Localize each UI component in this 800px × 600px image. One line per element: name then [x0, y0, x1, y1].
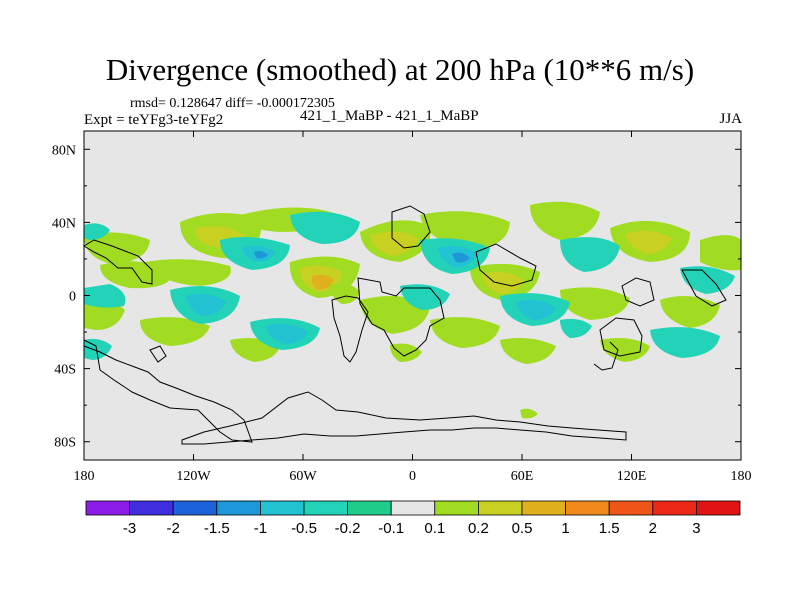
y-tick-label: 40N: [52, 216, 76, 231]
field-positive: [560, 287, 630, 320]
field-positive: [700, 235, 741, 271]
field-positive: [530, 201, 600, 240]
colorbar-swatch: [477, 500, 523, 516]
field-positive: [370, 231, 418, 256]
field-negative: [650, 327, 720, 358]
x-tick-label: 180: [74, 469, 95, 484]
colorbar-label: -1: [254, 520, 267, 537]
colorbar-label: -1.5: [204, 520, 230, 537]
field-negative: [290, 211, 360, 244]
field-negative: [254, 251, 268, 259]
colorbar-label: 2: [649, 520, 657, 537]
field-positive: [390, 343, 422, 362]
field-negative: [186, 294, 226, 316]
field-negative: [400, 284, 450, 310]
field-positive: [625, 230, 672, 254]
colorbar: -3 -2 -1.5 -1 -0.5 -0.2 -0.1 0.1 0.2 0.5 1 1.5 2 3: [85, 500, 741, 537]
field-positive: [660, 296, 720, 328]
indonesia-outline: [621, 277, 655, 307]
colorbar-label: -2: [167, 520, 180, 537]
x-tick-label: 120W: [176, 469, 211, 484]
colorbar-label: -0.2: [335, 520, 361, 537]
field-positive: [145, 259, 231, 286]
south-america-outline: [331, 295, 369, 363]
colorbar-swatch: [347, 500, 392, 516]
colorbar-swatch: [390, 500, 436, 516]
colorbar-swatch: [172, 500, 218, 516]
colorbar-swatch: [565, 500, 610, 516]
colorbar-swatch: [259, 500, 305, 516]
australia-outline: [599, 317, 643, 357]
field-positive: [520, 408, 538, 419]
colorbar-swatch: [696, 500, 741, 516]
colorbar-swatch: [129, 500, 174, 516]
divergence-field: [84, 201, 741, 419]
field-positive: [311, 274, 334, 290]
field-positive: [482, 272, 524, 294]
field-negative: [266, 324, 308, 344]
greenland-outline: [149, 345, 167, 363]
x-tick-label: 180: [731, 469, 752, 484]
colorbar-label: -3: [123, 520, 136, 537]
field-negative: [560, 318, 592, 338]
x-tick-label: 0: [409, 469, 416, 484]
colorbar-label: 1.5: [599, 520, 620, 537]
colorbar-swatch: [216, 500, 261, 516]
asia-outline: [475, 243, 537, 287]
africa-outline: [357, 277, 445, 357]
colorbar-label: -0.5: [291, 520, 317, 537]
y-tick-label: 40S: [54, 363, 76, 378]
colorbar-swatch: [85, 500, 130, 516]
colorbar-label: 1: [561, 520, 569, 537]
colorbar-label: 3: [692, 520, 700, 537]
x-tick-label: 60W: [289, 469, 317, 484]
field-positive: [140, 317, 210, 346]
continent-outlines: [83, 205, 727, 445]
field-positive: [430, 317, 500, 348]
colorbar-swatch: [303, 500, 348, 516]
colorbar-label: 0.2: [468, 520, 489, 537]
y-tick-label: 80N: [52, 143, 76, 158]
x-tick-label: 120E: [617, 469, 647, 484]
europe-outline: [391, 205, 431, 249]
x-axis: 180 120W 60W 0 60E 120E 180: [74, 131, 752, 484]
field-negative: [452, 252, 470, 263]
y-tick-label: 0: [69, 290, 76, 305]
x-tick-label: 60E: [511, 469, 534, 484]
field-negative: [84, 223, 110, 240]
models-label: 421_1_MaBP - 421_1_MaBP: [300, 108, 479, 124]
field-negative: [560, 237, 620, 272]
antarctica-outline: [181, 391, 627, 445]
colorbar-label: 0.5: [512, 520, 533, 537]
chart-title: Divergence (smoothed) at 200 hPa (10**6 …: [105, 52, 695, 87]
field-positive: [500, 338, 556, 364]
colorbar-swatch: [521, 500, 566, 516]
field-negative: [516, 300, 556, 320]
colorbar-swatch: [652, 500, 697, 516]
field-negative: [680, 266, 735, 294]
field-negative: [84, 284, 126, 308]
colorbar-label: 0.1: [424, 520, 445, 537]
season-label: JJA: [719, 111, 742, 127]
stats-text: rmsd= 0.128647 diff= -0.000172305: [130, 96, 335, 111]
colorbar-label: -0.1: [378, 520, 404, 537]
colorbar-swatch: [434, 500, 479, 516]
y-tick-label: 80S: [54, 436, 76, 451]
asia-east-coast-outline: [593, 341, 619, 371]
colorbar-swatch: [608, 500, 654, 516]
west-coast-outline: [83, 339, 253, 443]
experiment-label: Expt = teYFg3-teYFg2: [84, 112, 224, 128]
y-axis: 80N 40N 0 40S 80S: [52, 143, 741, 451]
north-america-outline: [83, 239, 153, 285]
east-asia-outline: [681, 269, 727, 307]
